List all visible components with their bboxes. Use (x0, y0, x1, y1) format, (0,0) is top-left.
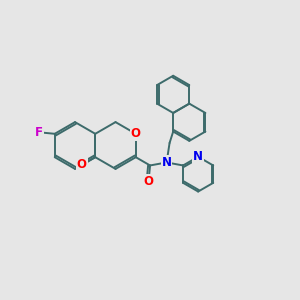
Text: F: F (35, 126, 43, 139)
Text: O: O (144, 175, 154, 188)
Text: N: N (193, 150, 203, 163)
Text: N: N (162, 156, 172, 169)
Text: O: O (131, 127, 141, 140)
Text: O: O (77, 158, 87, 172)
